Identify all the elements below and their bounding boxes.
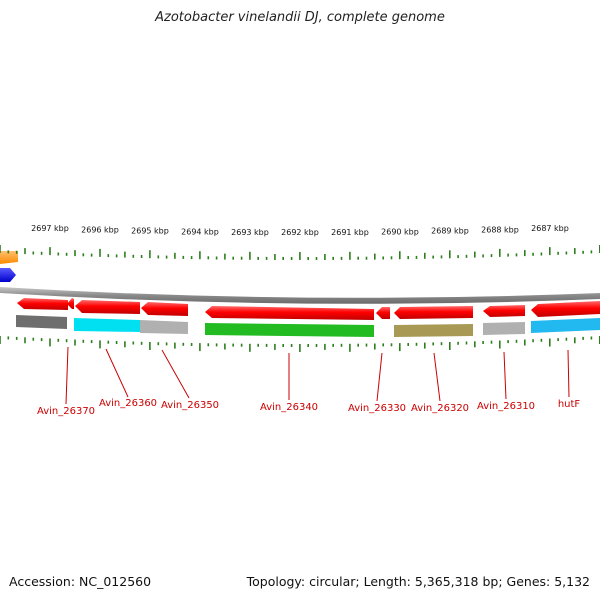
label-leaders	[65, 346, 570, 405]
scale-label: 2690 kbp	[381, 227, 419, 236]
topology-text: Topology: circular; Length: 5,365,318 bp…	[246, 574, 590, 589]
cog-track	[16, 315, 600, 337]
cog-box	[483, 322, 525, 335]
cog-box	[531, 318, 600, 333]
cds-arrow	[205, 306, 374, 320]
scale-label: 2692 kbp	[281, 228, 319, 237]
cog-box	[205, 323, 374, 337]
edge-gene-orange	[0, 251, 18, 264]
scale-label: 2687 kbp	[531, 224, 569, 233]
edge-gene-blue	[0, 268, 16, 282]
gene-label: Avin_26320	[411, 403, 469, 414]
gene-label: Avin_26350	[161, 400, 219, 411]
cog-box	[394, 324, 473, 337]
inner-tick-marks	[0, 336, 600, 352]
gene-label: Avin_26370	[37, 406, 95, 417]
cds-arrow	[75, 300, 140, 314]
scale-label: 2689 kbp	[431, 227, 469, 236]
cog-box	[74, 318, 140, 332]
gene-label: Avin_26340	[260, 402, 318, 413]
cds-arrow	[394, 306, 473, 319]
cog-box	[16, 315, 67, 329]
cds-arrow	[67, 298, 74, 309]
cds-arrow	[531, 301, 600, 317]
cds-arrow	[141, 302, 188, 316]
outer-tick-marks	[0, 245, 600, 260]
scale-label: 2693 kbp	[231, 228, 269, 237]
scale-label: 2696 kbp	[81, 225, 119, 234]
cds-track	[17, 298, 600, 320]
cds-arrow	[483, 305, 525, 317]
gene-label: Avin_26310	[477, 401, 535, 412]
gene-label: Avin_26360	[99, 398, 157, 409]
gene-label: Avin_26330	[348, 403, 406, 414]
scale-label: 2691 kbp	[331, 228, 369, 237]
genome-backbone	[0, 287, 600, 304]
scale-label: 2697 kbp	[31, 224, 69, 233]
gene-label: hutF	[558, 399, 581, 410]
scale-labels: 2697 kbp 2696 kbp 2695 kbp 2694 kbp 2693 kbp…	[31, 224, 569, 237]
scale-label: 2688 kbp	[481, 225, 519, 234]
cds-arrow	[17, 298, 68, 310]
scale-label: 2695 kbp	[131, 227, 169, 236]
cog-box	[140, 320, 188, 334]
map-title: Azotobacter vinelandii DJ, complete geno…	[155, 10, 445, 25]
scale-label: 2694 kbp	[181, 227, 219, 236]
cds-arrow	[376, 307, 390, 319]
gene-labels: Avin_26370 Avin_26360 Avin_26350 Avin_26…	[37, 398, 580, 417]
accession-text: Accession: NC_012560	[9, 574, 152, 589]
